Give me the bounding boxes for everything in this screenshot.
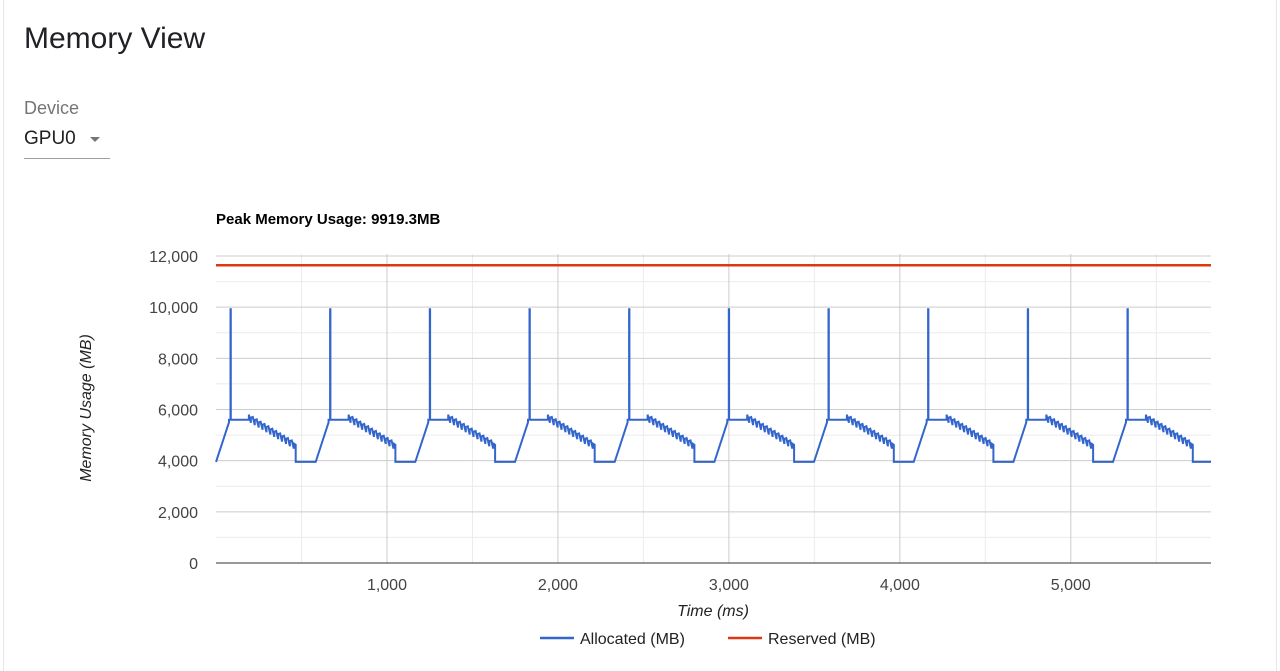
series-layer [215, 263, 1211, 463]
y-axis-ticks: 0 2,000 4,000 6,000 8,000 10,000 12,000 [149, 249, 198, 573]
y-tick-label: 10,000 [149, 300, 198, 317]
legend-label: Allocated (MB) [580, 631, 685, 648]
device-label: Device [24, 98, 80, 118]
memory-view-card [3, 0, 1277, 671]
device-selected-value: GPU0 [24, 128, 76, 149]
device-select[interactable]: GPU0 [24, 126, 110, 159]
y-tick-label: 4,000 [158, 454, 198, 471]
x-tick-label: 5,000 [1051, 577, 1091, 594]
legend: Allocated (MB) Reserved (MB) [540, 631, 876, 648]
chart-title: Peak Memory Usage: 9919.3MB [216, 211, 440, 228]
x-tick-label: 1,000 [367, 577, 407, 594]
y-tick-label: 0 [189, 556, 198, 573]
series-line-allocated [215, 308, 1211, 463]
page-title: Memory View [24, 22, 206, 55]
grid-major [216, 254, 1211, 563]
x-tick-label: 2,000 [538, 577, 578, 594]
legend-label: Reserved (MB) [768, 631, 876, 648]
x-tick-label: 4,000 [880, 577, 920, 594]
grid-minor [216, 254, 1211, 563]
x-axis-label: Time (ms) [677, 603, 749, 620]
y-tick-label: 2,000 [158, 505, 198, 522]
memory-usage-chart: Peak Memory Usage: 9919.3MB 0 2,000 4,000 6… [78, 211, 1211, 648]
y-tick-label: 12,000 [149, 249, 198, 266]
x-axis-ticks: 1,000 2,000 3,000 4,000 5,000 [367, 577, 1091, 594]
y-tick-label: 6,000 [158, 403, 198, 420]
x-tick-label: 3,000 [709, 577, 749, 594]
y-tick-label: 8,000 [158, 351, 198, 368]
chevron-down-icon[interactable] [90, 137, 100, 142]
y-axis-label: Memory Usage (MB) [78, 334, 95, 482]
